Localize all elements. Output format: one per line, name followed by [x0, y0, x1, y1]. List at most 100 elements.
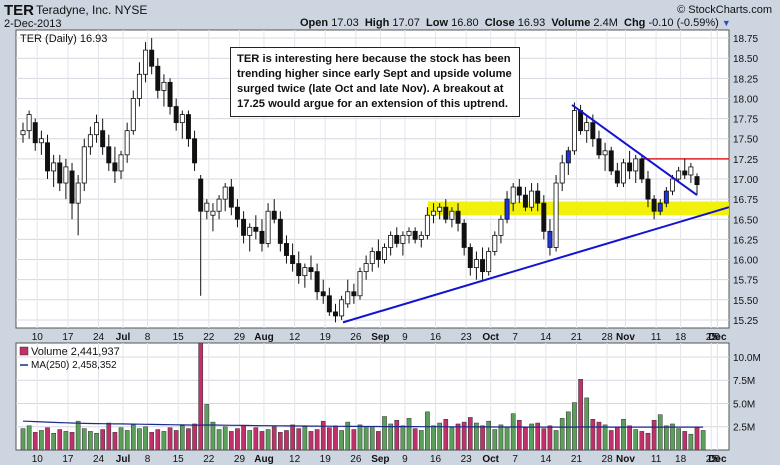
- volume-bar: [547, 425, 553, 451]
- volume-x-tick-label: 22: [203, 454, 215, 465]
- volume-bar: [296, 428, 302, 451]
- candle-body: [106, 146, 112, 164]
- candle-body: [369, 251, 375, 264]
- candle-body: [406, 230, 412, 236]
- candle-body: [45, 142, 50, 172]
- triangle-down-icon[interactable]: ▼: [721, 18, 731, 28]
- volume-x-tick-label: 24: [93, 454, 105, 465]
- volume-bar: [308, 431, 314, 451]
- volume-bar: [333, 425, 338, 451]
- volume-label: Volume: [551, 17, 591, 29]
- candle-body: [602, 150, 608, 156]
- candle-body: [20, 130, 26, 136]
- volume-x-tick-label: 9: [715, 454, 721, 465]
- volume-bar: [204, 404, 210, 451]
- candle-body: [87, 134, 93, 148]
- volume-tick-label: 2.5M: [733, 423, 755, 434]
- volume-x-tick-label: 18: [675, 454, 687, 465]
- volume-bar: [314, 429, 320, 451]
- volume-bar: [394, 419, 400, 451]
- candle-body: [57, 162, 63, 184]
- candle-body: [486, 251, 492, 273]
- volume-x-tick-label: 19: [320, 454, 332, 465]
- volume-x-tick-label: 10: [32, 454, 44, 465]
- candle-body: [320, 291, 326, 297]
- candle-body: [614, 170, 620, 184]
- volume-bar: [467, 417, 473, 451]
- candle-body: [559, 162, 565, 184]
- volume-bar: [278, 432, 283, 451]
- candle-body: [259, 230, 265, 244]
- price-x-tick-label: 8: [145, 332, 151, 343]
- volume-bar: [247, 430, 253, 451]
- volume-x-tick-label: 26: [350, 454, 362, 465]
- volume-bar: [45, 427, 50, 451]
- company-name: Teradyne, Inc. NYSE: [36, 3, 148, 17]
- candle-body: [32, 122, 38, 144]
- volume-x-tick-label: 14: [540, 454, 552, 465]
- candle-body: [302, 267, 308, 277]
- volume-bar: [694, 427, 700, 451]
- candle-body: [529, 190, 535, 208]
- candle-body: [492, 234, 498, 252]
- highlight-band: [428, 201, 729, 216]
- volume-bar: [155, 429, 161, 451]
- candle-body: [375, 251, 381, 260]
- change-label: Chg: [624, 17, 646, 29]
- candle-body: [424, 214, 430, 236]
- volume-bar: [559, 418, 565, 451]
- volume-bar: [351, 429, 357, 451]
- volume-bar: [284, 430, 289, 451]
- candle-body: [510, 186, 516, 204]
- price-x-tick-label: Nov: [616, 332, 635, 343]
- volume-x-tick-label: 23: [461, 454, 473, 465]
- candle-body: [467, 247, 473, 268]
- price-tick-label: 16.00: [733, 256, 758, 267]
- volume-bar: [106, 422, 112, 451]
- volume-bar: [455, 423, 461, 451]
- price-x-tick-label: 9: [402, 332, 408, 343]
- volume-x-tick-label: 15: [173, 454, 185, 465]
- candle-body: [620, 162, 626, 184]
- volume-bar: [290, 424, 295, 451]
- volume-bar: [32, 432, 38, 451]
- volume-bar: [437, 422, 442, 451]
- open-label: Open: [300, 17, 329, 29]
- candle-body: [480, 259, 486, 273]
- volume-value: 2.4M: [593, 17, 618, 29]
- volume-bar: [529, 423, 534, 451]
- candle-body: [639, 158, 645, 180]
- price-tick-label: 17.25: [733, 155, 758, 166]
- volume-bar: [265, 429, 271, 451]
- price-tick-label: 17.50: [733, 135, 758, 146]
- volume-bar: [320, 420, 326, 451]
- candle-body: [351, 291, 357, 297]
- volume-bar: [700, 430, 706, 451]
- price-x-tick-label: Dec: [708, 332, 727, 343]
- candle-body: [112, 162, 118, 172]
- candle-body: [345, 291, 351, 305]
- price-x-tick-label: 22: [203, 332, 215, 343]
- candle-body: [210, 210, 216, 216]
- candle-body: [149, 49, 155, 67]
- volume-bar: [228, 431, 234, 451]
- candle-body: [222, 186, 228, 200]
- change-value: -0.10 (-0.59%): [648, 17, 719, 29]
- volume-bar: [443, 419, 449, 451]
- volume-bar: [688, 433, 694, 451]
- volume-bar: [639, 431, 645, 451]
- candle-body: [431, 210, 437, 216]
- candle-body: [124, 130, 130, 156]
- volume-bar: [149, 432, 155, 451]
- volume-bar: [100, 429, 105, 451]
- volume-bar: [657, 414, 663, 451]
- candle-body: [541, 202, 547, 232]
- volume-bar: [596, 421, 602, 451]
- price-x-tick-label: 29: [234, 332, 246, 343]
- ticker-symbol: TER: [4, 2, 34, 19]
- volume-x-tick-label: Oct: [482, 454, 499, 465]
- volume-bar: [210, 421, 216, 451]
- volume-bar: [492, 429, 498, 451]
- price-tick-label: 15.50: [733, 296, 758, 307]
- volume-bar: [602, 424, 608, 451]
